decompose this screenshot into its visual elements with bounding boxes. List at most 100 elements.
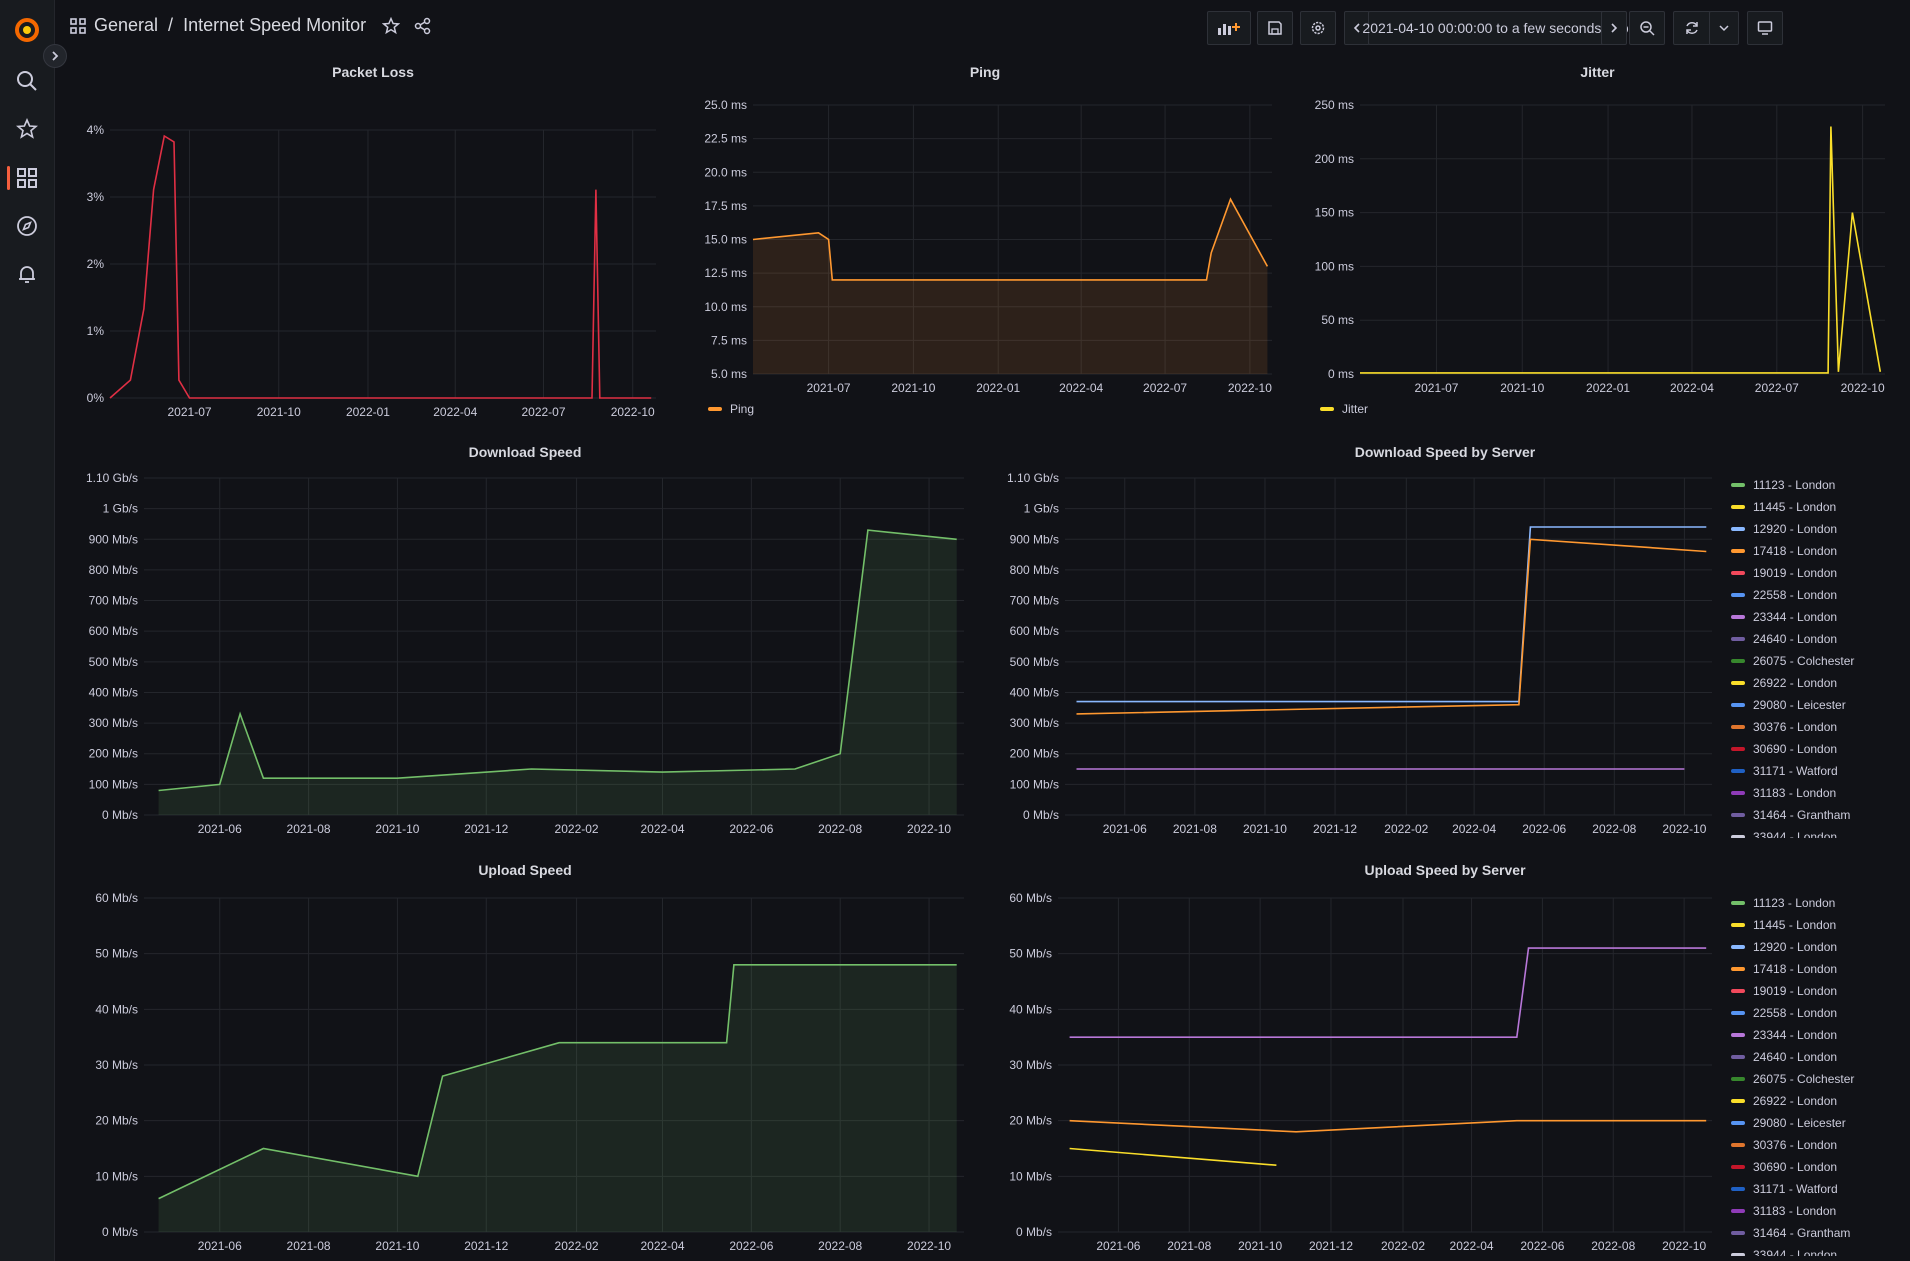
legend-item[interactable]: 30376 - London [1731, 716, 1906, 738]
series-line[interactable] [1076, 538, 1707, 715]
series-line[interactable] [1076, 526, 1707, 703]
compass-icon[interactable] [12, 211, 42, 241]
legend-item[interactable]: 11445 - London [1731, 496, 1906, 518]
legend-label: 11445 - London [1753, 500, 1837, 514]
legend-item[interactable]: 22558 - London [1731, 1002, 1906, 1024]
x-tick-label: 2021-10 [1238, 1239, 1282, 1253]
legend-item[interactable]: 19019 - London [1731, 980, 1906, 1002]
star-icon[interactable] [382, 16, 401, 35]
legend-item[interactable]: 29080 - Leicester [1731, 1112, 1906, 1134]
legend-item[interactable]: 30376 - London [1731, 1134, 1906, 1156]
legend-item[interactable]: 33944 - London [1731, 826, 1906, 838]
legend-item[interactable]: 31464 - Grantham [1731, 804, 1906, 826]
y-tick-label: 900 Mb/s [1010, 532, 1059, 546]
panel-title-packet-loss[interactable]: Packet Loss [332, 64, 414, 80]
chevron-right-icon [52, 51, 59, 61]
legend-item[interactable]: 31464 - Grantham [1731, 1222, 1906, 1244]
save-dashboard-button[interactable] [1257, 11, 1293, 45]
panel-title-upload-speed[interactable]: Upload Speed [478, 862, 572, 878]
time-back-button[interactable] [1344, 11, 1370, 45]
dashboards-icon[interactable] [12, 163, 42, 193]
series-line[interactable] [1069, 1147, 1277, 1166]
star-icon[interactable] [12, 114, 42, 144]
panel-title-ping[interactable]: Ping [969, 64, 1001, 80]
dashboard-settings-button[interactable] [1300, 11, 1336, 45]
y-tick-label: 300 Mb/s [1010, 716, 1059, 730]
jitter-legend[interactable]: Jitter [1320, 402, 1368, 416]
bell-icon[interactable] [12, 259, 42, 289]
legend-item[interactable]: 33944 - London [1731, 1244, 1906, 1256]
series-line[interactable] [158, 964, 957, 1200]
legend-item[interactable]: 17418 - London [1731, 540, 1906, 562]
legend-label: 30690 - London [1753, 1160, 1838, 1174]
grafana-logo[interactable] [12, 14, 42, 44]
add-panel-button[interactable] [1207, 11, 1251, 45]
panel-title-download-by-server[interactable]: Download Speed by Server [1354, 444, 1536, 460]
y-tick-label: 0 Mb/s [102, 808, 138, 822]
legend-item[interactable]: 26075 - Colchester [1731, 650, 1906, 672]
legend-item[interactable]: 31171 - Watford [1731, 760, 1906, 782]
legend-item[interactable]: 26075 - Colchester [1731, 1068, 1906, 1090]
legend-item[interactable]: 31183 - London [1731, 1200, 1906, 1222]
series-line[interactable] [1069, 1119, 1707, 1133]
refresh-interval-dropdown[interactable] [1709, 11, 1739, 45]
expand-sidebar-button[interactable] [43, 44, 67, 68]
tv-mode-button[interactable] [1747, 11, 1783, 45]
x-tick-label: 2021-06 [1103, 822, 1147, 836]
legend-item[interactable]: 31183 - London [1731, 782, 1906, 804]
top-navbar: General / Internet Speed Monitor 2021-04… [54, 0, 1910, 54]
legend-item[interactable]: 17418 - London [1731, 958, 1906, 980]
legend-item[interactable]: 26922 - London [1731, 1090, 1906, 1112]
time-range-picker[interactable]: 2021-04-10 00:00:00 to a few seconds ago [1362, 11, 1629, 45]
legend-item[interactable]: 22558 - London [1731, 584, 1906, 606]
legend-item[interactable]: 30690 - London [1731, 738, 1906, 760]
time-forward-button[interactable] [1601, 11, 1627, 45]
legend-item[interactable]: 26922 - London [1731, 672, 1906, 694]
panel-title-download-speed[interactable]: Download Speed [468, 444, 582, 460]
series-line[interactable] [1069, 947, 1707, 1038]
y-tick-label: 4% [87, 123, 105, 137]
breadcrumb-folder[interactable]: General [94, 15, 159, 35]
legend-item[interactable]: 23344 - London [1731, 606, 1906, 628]
series-line[interactable] [158, 529, 957, 792]
series-line[interactable] [109, 134, 652, 399]
legend-item[interactable]: 12920 - London [1731, 936, 1906, 958]
legend-item[interactable]: 11445 - London [1731, 914, 1906, 936]
legend-swatch [1731, 1055, 1745, 1059]
x-tick-label: 2021-10 [891, 381, 935, 395]
dashboard-title[interactable]: Internet Speed Monitor [183, 15, 367, 35]
legend-label: 12920 - London [1753, 522, 1838, 536]
legend-item[interactable]: 12920 - London [1731, 518, 1906, 540]
series-line[interactable] [1360, 126, 1882, 374]
y-tick-label: 22.5 ms [704, 132, 747, 146]
legend-item[interactable]: 19019 - London [1731, 562, 1906, 584]
search-icon[interactable] [12, 66, 42, 96]
legend-item[interactable]: 24640 - London [1731, 628, 1906, 650]
legend-swatch [1731, 1011, 1745, 1015]
ping-legend[interactable]: Ping [708, 402, 754, 416]
refresh-button[interactable] [1673, 11, 1711, 45]
legend-item[interactable]: 24640 - London [1731, 1046, 1906, 1068]
x-tick-label: 2022-06 [1522, 822, 1566, 836]
panel-title-upload-by-server[interactable]: Upload Speed by Server [1364, 862, 1526, 878]
zoom-out-button[interactable] [1629, 11, 1665, 45]
legend-item[interactable]: 23344 - London [1731, 1024, 1906, 1046]
legend-item[interactable]: 11123 - London [1731, 892, 1906, 914]
legend-item[interactable]: 11123 - London [1731, 474, 1906, 496]
series-line[interactable] [752, 197, 1269, 281]
legend-label: 17418 - London [1753, 544, 1838, 558]
legend-swatch [1731, 549, 1745, 553]
legend-item[interactable]: 29080 - Leicester [1731, 694, 1906, 716]
legend-item[interactable]: 31171 - Watford [1731, 1178, 1906, 1200]
active-indicator [7, 166, 10, 190]
legend-item[interactable]: 30690 - London [1731, 1156, 1906, 1178]
panel-title-jitter[interactable]: Jitter [1580, 64, 1615, 80]
share-icon[interactable] [414, 17, 432, 35]
